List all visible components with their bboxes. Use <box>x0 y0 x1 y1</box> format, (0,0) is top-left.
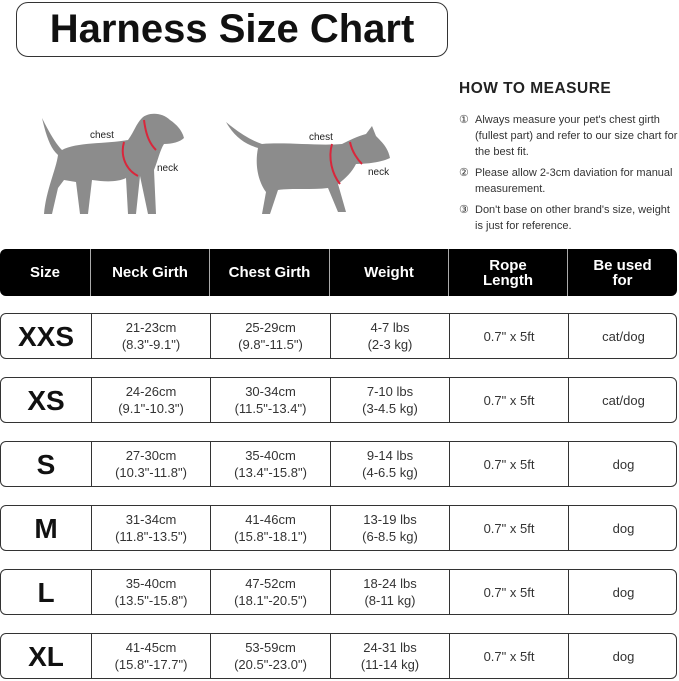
size-cell: XL <box>28 640 64 672</box>
used-for-cell: cat/dog <box>568 314 678 358</box>
header-chest-girth: Chest Girth <box>209 249 329 296</box>
used-for-cell: dog <box>568 506 678 550</box>
neck-girth-cell: 21-23cm (8.3"-9.1") <box>91 314 210 358</box>
rope-length-cell: 0.7" x 5ft <box>449 506 568 550</box>
used-for-cell: dog <box>568 442 678 486</box>
step-3: ③ Don't base on other brand's size, weigh… <box>459 204 670 232</box>
used-for-cell: cat/dog <box>568 378 678 422</box>
weight-cell: 24-31 lbs (11-14 kg) <box>330 634 449 678</box>
table-row: XS 24-26cm (9.1"-10.3") 30-34cm (11.5"-13.… <box>0 377 677 423</box>
dog-chest-label: chest <box>90 130 114 141</box>
chest-girth-cell: 35-40cm (13.4"-15.8") <box>210 442 330 486</box>
neck-girth-cell: 31-34cm (11.8"-13.5") <box>91 506 210 550</box>
header-used-for: Be used for <box>567 249 677 296</box>
rope-length-cell: 0.7" x 5ft <box>449 634 568 678</box>
rope-length-cell: 0.7" x 5ft <box>449 442 568 486</box>
how-to-heading: HOW TO MEASURE <box>459 80 612 97</box>
rope-length-cell: 0.7" x 5ft <box>449 378 568 422</box>
cat-neck-label: neck <box>368 167 390 178</box>
table-row: L 35-40cm (13.5"-15.8") 47-52cm (18.1"-20.… <box>0 569 677 615</box>
table-row: S 27-30cm (10.3"-11.8") 35-40cm (13.4"-15.… <box>0 441 677 487</box>
page-title: Harness Size Chart <box>16 2 448 57</box>
chest-girth-cell: 47-52cm (18.1"-20.5") <box>210 570 330 614</box>
dog-illustration <box>42 113 184 214</box>
table-header: Size Neck Girth Chest Girth Weight Rope … <box>0 249 677 296</box>
table-row: M 31-34cm (11.8"-13.5") 41-46cm (15.8"-18.… <box>0 505 677 551</box>
dog-neck-label: neck <box>157 163 179 174</box>
size-cell: XS <box>27 384 65 416</box>
size-cell: L <box>37 576 55 608</box>
chest-girth-cell: 53-59cm (20.5"-23.0") <box>210 634 330 678</box>
how-to-measure: HOW TO MEASURE ① Always measure your pet'… <box>459 80 679 239</box>
header-size: Size <box>29 264 60 281</box>
rope-length-cell: 0.7" x 5ft <box>449 570 568 614</box>
weight-cell: 18-24 lbs (8-11 kg) <box>330 570 449 614</box>
weight-cell: 9-14 lbs (4-6.5 kg) <box>330 442 449 486</box>
weight-cell: 13-19 lbs (6-8.5 kg) <box>330 506 449 550</box>
size-cell: S <box>36 448 56 480</box>
neck-girth-cell: 27-30cm (10.3"-11.8") <box>91 442 210 486</box>
step-1: ① Always measure your pet's chest girth (… <box>459 114 678 158</box>
step-2: ② Please allow 2-3cm daviation for manual… <box>459 167 673 195</box>
header-weight: Weight <box>329 249 448 296</box>
neck-girth-cell: 35-40cm (13.5"-15.8") <box>91 570 210 614</box>
neck-girth-cell: 41-45cm (15.8"-17.7") <box>91 634 210 678</box>
chest-girth-cell: 25-29cm (9.8"-11.5") <box>210 314 330 358</box>
rope-length-cell: 0.7" x 5ft <box>449 314 568 358</box>
neck-girth-cell: 24-26cm (9.1"-10.3") <box>91 378 210 422</box>
cat-chest-label: chest <box>309 132 333 143</box>
weight-cell: 4-7 lbs (2-3 kg) <box>330 314 449 358</box>
size-cell: M <box>34 512 58 544</box>
chest-girth-cell: 30-34cm (11.5"-13.4") <box>210 378 330 422</box>
weight-cell: 7-10 lbs (3-4.5 kg) <box>330 378 449 422</box>
header-rope-length: Rope Length <box>448 249 567 296</box>
header-neck-girth: Neck Girth <box>90 249 209 296</box>
chest-girth-cell: 41-46cm (15.8"-18.1") <box>210 506 330 550</box>
cat-illustration <box>226 122 390 214</box>
used-for-cell: dog <box>568 570 678 614</box>
used-for-cell: dog <box>568 634 678 678</box>
table-row: XL 41-45cm (15.8"-17.7") 53-59cm (20.5"-23… <box>0 633 677 679</box>
size-cell: XXS <box>17 320 75 352</box>
table-row: XXS 21-23cm (8.3"-9.1") 25-29cm (9.8"-11.5… <box>0 313 677 359</box>
